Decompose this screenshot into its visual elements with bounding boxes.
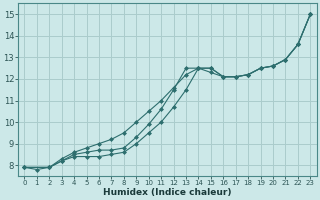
- X-axis label: Humidex (Indice chaleur): Humidex (Indice chaleur): [103, 188, 232, 197]
